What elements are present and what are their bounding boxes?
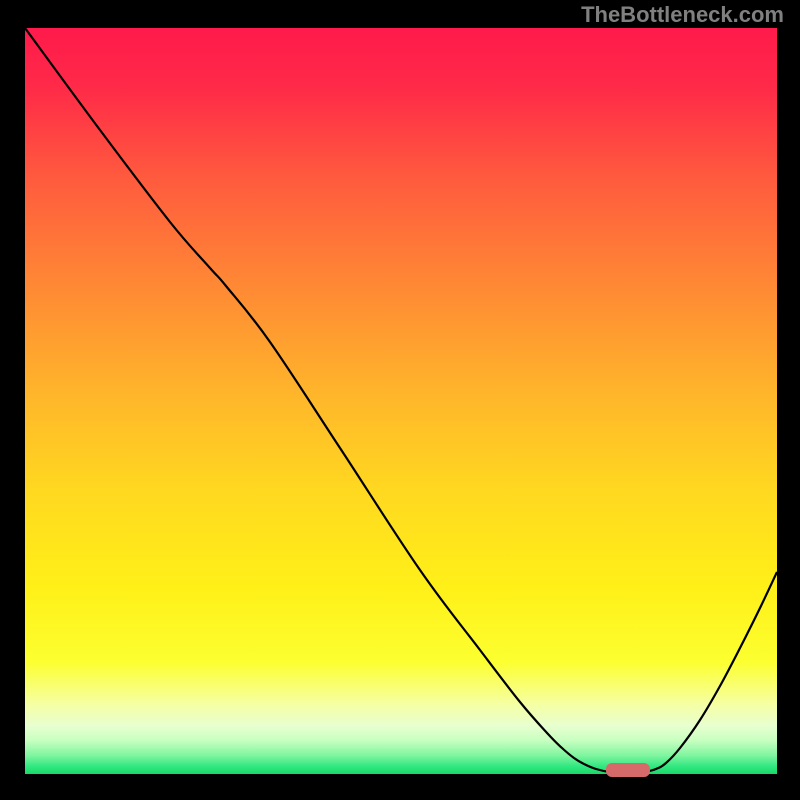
plot-area — [25, 28, 777, 774]
watermark-text: TheBottleneck.com — [581, 2, 784, 28]
trough-marker — [606, 763, 650, 777]
chart-curve — [25, 28, 777, 774]
chart-curve-path — [25, 28, 777, 773]
